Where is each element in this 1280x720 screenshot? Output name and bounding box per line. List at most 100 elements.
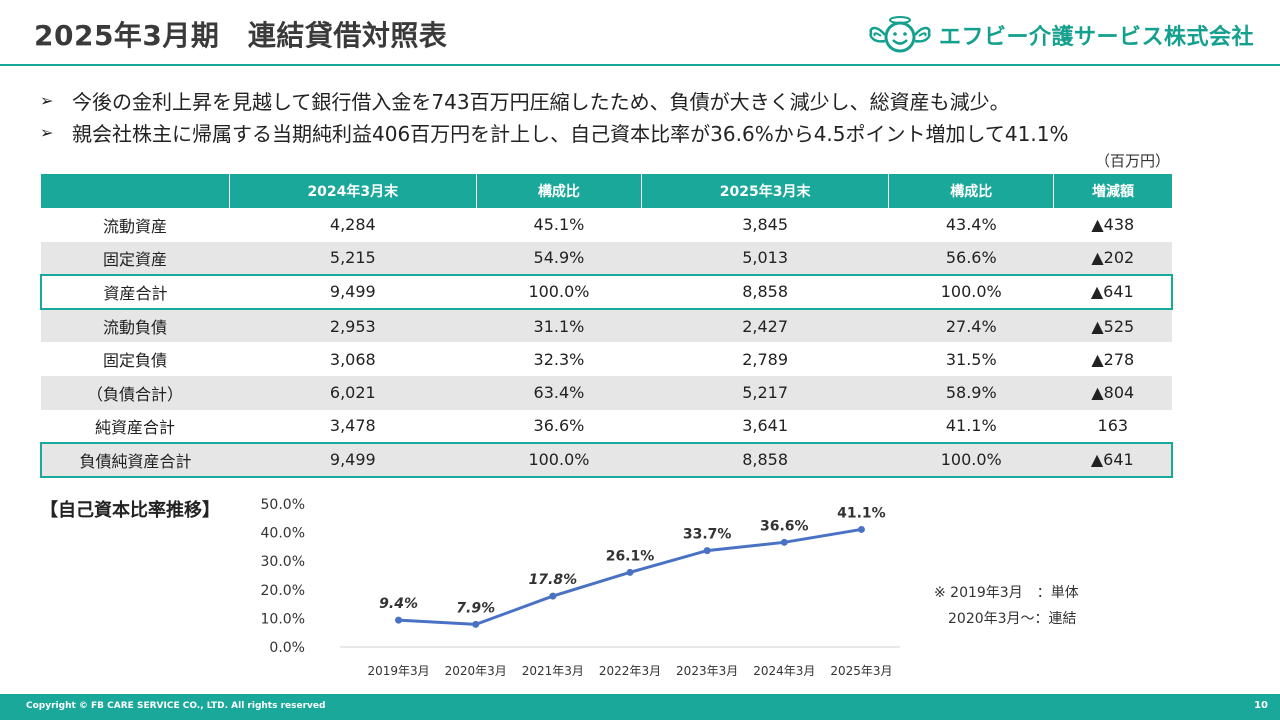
- data-label: 41.1%: [837, 505, 886, 521]
- table-cell: 5,215: [229, 241, 477, 276]
- table-cell: 2,953: [229, 308, 477, 343]
- table-header-row: 2024年3月末 構成比 2025年3月末 構成比 増減額: [41, 174, 1172, 208]
- table-cell: 31.1%: [476, 308, 642, 343]
- y-tick-label: 20.0%: [261, 583, 305, 599]
- table-cell: 100.0%: [888, 442, 1054, 478]
- y-tick-label: 10.0%: [261, 611, 305, 627]
- table-cell: 3,845: [742, 215, 788, 235]
- data-label: 33.7%: [683, 527, 732, 543]
- data-label: 36.6%: [760, 518, 809, 534]
- table-cell: ▲438: [1091, 215, 1135, 235]
- table-row: 純資産合計 3,478 36.6% 3,641 41.1% 163: [41, 410, 1172, 444]
- bullet-text: 親会社株主に帰属する当期純利益406百万円を計上し、自己資本比率が36.6%から…: [72, 121, 1069, 146]
- data-label: 26.1%: [606, 548, 655, 564]
- header-cell: 構成比: [476, 174, 642, 208]
- table-cell: 3,068: [329, 349, 376, 369]
- data-point: [703, 547, 711, 555]
- table-cell: 163: [1097, 416, 1129, 436]
- bullet-item: ➢ 親会社株主に帰属する当期純利益406百万円を計上し、自己資本比率が36.6%…: [40, 116, 1260, 148]
- summary-bullets: ➢ 今後の金利上昇を見越して銀行借入金を743百万円圧縮したため、負債が大きく減…: [40, 84, 1260, 148]
- table-cell: 6,021: [229, 375, 477, 410]
- y-tick-label: 50.0%: [261, 497, 305, 513]
- table-cell: 8,858: [641, 274, 889, 310]
- x-tick-label: 2019年3月: [367, 664, 429, 678]
- table-cell: 43.4%: [945, 215, 997, 235]
- table-row: 固定資産 5,215 54.9% 5,013 56.6% ▲202: [41, 241, 1172, 276]
- header-cell: 2025年3月末: [640, 174, 889, 208]
- table-cell: 5,013: [641, 241, 889, 276]
- bullet-arrow-icon: ➢: [40, 90, 54, 110]
- table-cell: 100.0%: [888, 274, 1054, 310]
- y-tick-label: 0.0%: [269, 640, 305, 656]
- bullet-text: 今後の金利上昇を見越して銀行借入金を743百万円圧縮したため、負債が大きく減少し…: [72, 89, 1010, 114]
- table-cell: ▲641: [1053, 274, 1174, 310]
- data-label: 7.9%: [456, 600, 495, 616]
- x-tick-label: 2025年3月: [830, 664, 892, 678]
- table-cell: ▲278: [1091, 349, 1135, 369]
- x-tick-label: 2024年3月: [753, 664, 815, 678]
- data-point: [472, 620, 480, 628]
- company-logo: エフビー介護サービス株式会社: [867, 14, 1254, 56]
- row-label: 負債純資産合計: [40, 442, 229, 478]
- header-cell: 増減額: [1053, 174, 1172, 208]
- note-line: 2020年3月～：連結: [934, 611, 1077, 627]
- chart-section-label: 【自己資本比率推移】: [40, 500, 220, 521]
- copyright-text: Copyright © FB CARE SERVICE CO., LTD. Al…: [26, 701, 326, 711]
- table-cell: 9,499: [229, 442, 477, 478]
- table-cell: 8,858: [641, 442, 889, 478]
- table-unit-label: （百万円）: [1094, 152, 1170, 170]
- data-label: 17.8%: [529, 572, 578, 588]
- note-line: ※ 2019年3月 ：単体: [934, 585, 1079, 601]
- consolidation-note: ※ 2019年3月 ：単体 2020年3月～：連結: [934, 580, 1079, 632]
- header-cell: 構成比: [888, 174, 1054, 208]
- table-cell: 4,284: [329, 215, 376, 235]
- x-tick-label: 2023年3月: [676, 664, 738, 678]
- x-tick-label: 2021年3月: [522, 664, 584, 678]
- title-divider: [0, 64, 1280, 66]
- y-tick-label: 40.0%: [261, 526, 305, 542]
- row-label: 固定資産: [41, 241, 229, 276]
- table-cell: 56.6%: [888, 241, 1054, 276]
- table-row: （負債合計） 6,021 63.4% 5,217 58.9% ▲804: [41, 375, 1172, 410]
- data-point: [549, 592, 557, 600]
- table-cell: 41.1%: [945, 416, 997, 436]
- data-point: [626, 568, 634, 576]
- table-cell: 31.5%: [945, 349, 997, 369]
- row-label: 流動負債: [41, 308, 229, 343]
- table-cell: ▲525: [1053, 308, 1172, 343]
- table-cell: 3,641: [742, 416, 788, 436]
- data-point: [780, 538, 788, 546]
- table-cell: 32.3%: [533, 349, 585, 369]
- row-label: （負債合計）: [41, 375, 229, 410]
- table-cell: 54.9%: [476, 241, 642, 276]
- x-tick-label: 2020年3月: [445, 664, 507, 678]
- header-cell: 2024年3月末: [228, 174, 477, 208]
- data-point: [395, 616, 403, 624]
- table-cell: 100.0%: [476, 274, 642, 310]
- row-label: 固定負債: [102, 351, 167, 371]
- table-cell: 100.0%: [476, 442, 642, 478]
- y-tick-label: 30.0%: [261, 554, 305, 570]
- table-row-total-assets: 資産合計 9,499 100.0% 8,858 100.0% ▲641: [40, 274, 1174, 310]
- page-title: 2025年3月期 連結貸借対照表: [34, 19, 448, 52]
- row-label: 純資産合計: [94, 417, 175, 437]
- table-cell: ▲804: [1053, 375, 1172, 410]
- table-cell: 9,499: [229, 274, 477, 310]
- table-cell: 36.6%: [533, 416, 585, 436]
- angel-face-icon: [869, 16, 931, 53]
- bullet-item: ➢ 今後の金利上昇を見越して銀行借入金を743百万円圧縮したため、負債が大きく減…: [40, 84, 1260, 116]
- table-cell: 27.4%: [888, 308, 1054, 343]
- table-row: 流動負債 2,953 31.1% 2,427 27.4% ▲525: [41, 308, 1172, 343]
- x-tick-label: 2022年3月: [599, 664, 661, 678]
- equity-ratio-line-chart: 0.0% 10.0% 20.0% 30.0% 40.0% 50.0% 2019年3月 2020…: [261, 497, 900, 678]
- table-row-total-liabilities-equity: 負債純資産合計 9,499 100.0% 8,858 100.0% ▲641: [40, 442, 1174, 478]
- data-point: [857, 525, 865, 533]
- table-cell: 45.1%: [533, 215, 585, 235]
- table-cell: 63.4%: [476, 375, 642, 410]
- balance-sheet-table: 2024年3月末 構成比 2025年3月末 構成比 増減額 流動資産 4,284…: [40, 174, 1174, 478]
- data-label: 9.4%: [379, 596, 418, 612]
- table-cell: 3,478: [329, 416, 376, 436]
- table-cell: 58.9%: [888, 375, 1054, 410]
- table-cell: 2,427: [641, 308, 889, 343]
- footer-bar: Copyright © FB CARE SERVICE CO., LTD. Al…: [0, 694, 1280, 720]
